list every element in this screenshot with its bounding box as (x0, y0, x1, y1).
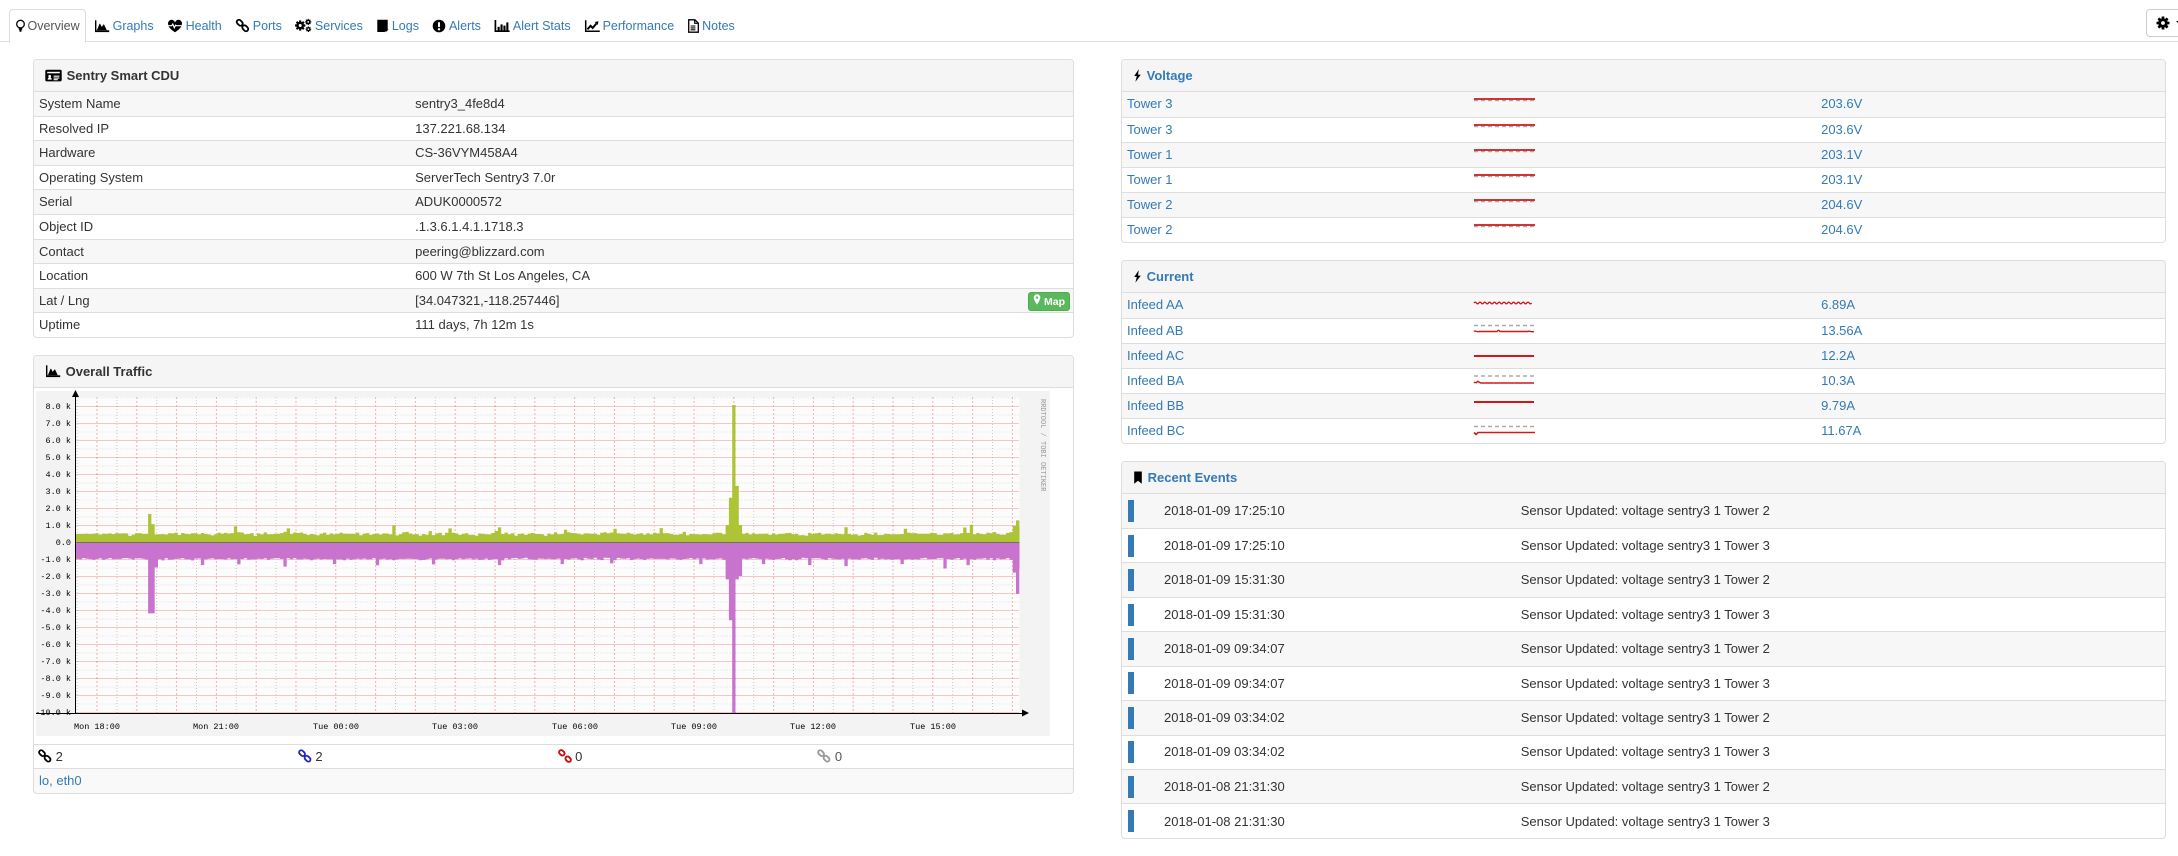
svg-text:Tue 09:00: Tue 09:00 (671, 722, 717, 732)
svg-text:3.0 k: 3.0 k (45, 487, 71, 497)
svg-text:2.0 k: 2.0 k (45, 504, 71, 514)
svg-text:-5.0 k: -5.0 k (40, 623, 71, 633)
svg-text:Mon 21:00: Mon 21:00 (193, 722, 239, 732)
svg-text:Mon 18:00: Mon 18:00 (74, 722, 120, 732)
svg-text:Tue 00:00: Tue 00:00 (313, 722, 359, 732)
svg-text:-7.0 k: -7.0 k (40, 657, 71, 667)
svg-text:7.0 k: 7.0 k (45, 419, 71, 429)
svg-text:0.0: 0.0 (56, 538, 71, 548)
svg-text:-9.0 k: -9.0 k (40, 691, 71, 701)
svg-text:6.0 k: 6.0 k (45, 436, 71, 446)
svg-text:1.0 k: 1.0 k (45, 521, 71, 531)
svg-text:-2.0 k: -2.0 k (40, 572, 71, 582)
svg-text:Tue 06:00: Tue 06:00 (552, 722, 598, 732)
svg-text:-4.0 k: -4.0 k (40, 606, 71, 616)
svg-text:Tue 03:00: Tue 03:00 (432, 722, 478, 732)
svg-text:8.0 k: 8.0 k (45, 402, 71, 412)
svg-text:4.0 k: 4.0 k (45, 470, 71, 480)
svg-text:-1.0 k: -1.0 k (40, 555, 71, 565)
svg-text:Tue 15:00: Tue 15:00 (910, 722, 956, 732)
svg-text:-3.0 k: -3.0 k (40, 589, 71, 599)
svg-text:Tue 12:00: Tue 12:00 (790, 722, 836, 732)
svg-text:-10.0 k: -10.0 k (35, 708, 71, 718)
svg-text:RRDTOOL / TOBI OETIKER: RRDTOOL / TOBI OETIKER (1038, 399, 1046, 492)
svg-text:-8.0 k: -8.0 k (40, 674, 71, 684)
svg-text:5.0 k: 5.0 k (45, 453, 71, 463)
svg-text:-6.0 k: -6.0 k (40, 640, 71, 650)
